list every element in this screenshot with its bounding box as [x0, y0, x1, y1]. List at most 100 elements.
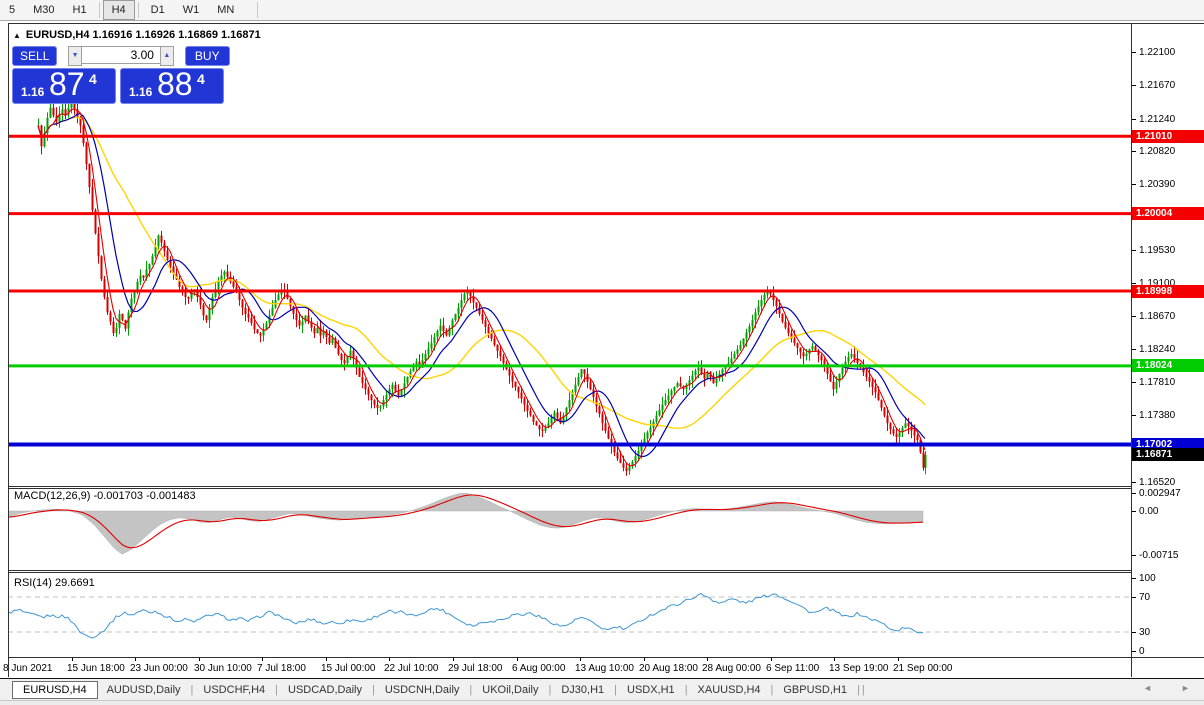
rsi-tick-dash	[1131, 578, 1136, 579]
time-tick-label: 28 Aug 00:00	[702, 663, 761, 674]
rsi-tick-label: 70	[1139, 592, 1151, 603]
sell-button[interactable]: SELL	[12, 46, 58, 66]
main-macd-separator	[8, 486, 1131, 487]
chart-tab-bar: EURUSD,H4 AUDUSD,Daily | USDCHF,H4 | USDCAD,D…	[0, 678, 1204, 701]
timeframe-button-w1[interactable]: W1	[182, 4, 200, 16]
one-click-panel-toggle-icon[interactable]: ▲	[13, 30, 21, 40]
price-tick-label: 1.18670	[1139, 311, 1176, 322]
level-price-label-1.18998: 1.18998	[1132, 285, 1204, 298]
time-tick-label: 6 Aug 00:00	[512, 663, 566, 674]
price-tick-label: 1.17380	[1139, 410, 1176, 421]
time-tick-label: 30 Jun 10:00	[194, 663, 252, 674]
sell-price-prefix: 1.16	[21, 85, 45, 99]
window-top-border	[8, 23, 1204, 24]
chart-title-text: EURUSD,H4 1.16916 1.16926 1.16869 1.1687…	[25, 29, 261, 41]
tab-separator: |	[548, 684, 552, 696]
macd-tick-dash	[1131, 493, 1136, 494]
level-price-label-1.17002: 1.17002	[1132, 438, 1204, 451]
chart-tab-xauusd[interactable]: XAUUSD,H4	[697, 684, 761, 696]
buy-price-sup: 4	[197, 71, 205, 87]
time-tick	[644, 658, 645, 661]
time-axis-line	[8, 657, 1204, 658]
chart-tab-usdcad[interactable]: USDCAD,Daily	[288, 684, 362, 696]
macd-signal-line	[8, 494, 924, 549]
price-tick-label: 1.19100	[1139, 278, 1176, 289]
time-tick-label: 22 Jul 10:00	[384, 663, 439, 674]
volume-increase-button[interactable]: ▲	[159, 46, 174, 66]
toolbar-separator	[257, 2, 259, 18]
time-tick	[199, 658, 200, 661]
macd-histogram-area	[8, 492, 924, 555]
time-tick-label: 23 Jun 00:00	[130, 663, 188, 674]
time-tick	[389, 658, 390, 661]
macd-indicator-label: MACD(12,26,9) -0.001703 -0.001483	[14, 490, 196, 502]
rsi-tick-label: 0	[1139, 646, 1145, 657]
price-axis-line	[1131, 24, 1132, 677]
timeframe-button-m30[interactable]: M30	[33, 4, 55, 16]
tab-scroll-right-icon[interactable]: ►	[1181, 683, 1190, 693]
time-tick	[453, 658, 454, 661]
price-tick-label: 1.18240	[1139, 344, 1176, 355]
price-tick-dash	[1131, 52, 1136, 53]
timeframe-button-d1[interactable]: D1	[150, 4, 165, 16]
time-tick	[135, 658, 136, 661]
buy-button[interactable]: BUY	[184, 46, 230, 66]
buy-price-prefix: 1.16	[129, 85, 153, 99]
window-left-border	[8, 24, 9, 677]
volume-decrease-button[interactable]: ▼	[68, 46, 82, 66]
volume-input[interactable]	[81, 46, 160, 64]
candle-bodies-down	[40, 103, 925, 471]
timeframe-button-5[interactable]: 5	[9, 4, 16, 16]
chart-tab-eurusd[interactable]: EURUSD,H4	[12, 681, 98, 699]
time-tick	[517, 658, 518, 661]
ma-fast-line	[37, 108, 926, 467]
chart-tab-usdx[interactable]: USDX,H1	[627, 684, 675, 696]
rsi-indicator-label: RSI(14) 29.6691	[14, 577, 95, 589]
time-tick-label: 20 Aug 18:00	[639, 663, 698, 674]
chart-background	[8, 24, 1131, 676]
timeframe-button-h1[interactable]: H1	[72, 4, 87, 16]
sell-price-box[interactable]: 1.16 87 4	[12, 66, 116, 104]
main-price-chart[interactable]	[8, 24, 1131, 486]
timeframe-button-h4[interactable]: H4	[102, 0, 135, 20]
rsi-tick-label: 100	[1139, 573, 1156, 584]
rsi-tick-label: 30	[1139, 627, 1151, 638]
price-tick-dash	[1131, 382, 1136, 383]
price-tick-label: 1.16520	[1139, 477, 1176, 488]
tab-scroll-left-icon[interactable]: ◄	[1143, 683, 1152, 693]
time-tick-label: 29 Jul 18:00	[448, 663, 503, 674]
price-tick-dash	[1131, 151, 1136, 152]
tab-separator: |	[856, 684, 860, 696]
time-tick	[834, 658, 835, 661]
chart-tab-ukoil[interactable]: UKOil,Daily	[482, 684, 539, 696]
chart-tab-audusd[interactable]: AUDUSD,Daily	[106, 684, 181, 696]
timeframe-button-mn[interactable]: MN	[217, 4, 235, 16]
time-tick-label: 8 Jun 2021	[3, 663, 53, 674]
rsi-panel[interactable]	[8, 572, 1131, 657]
time-tick-label: 15 Jun 18:00	[67, 663, 125, 674]
chart-tab-usdcnh[interactable]: USDCNH,Daily	[384, 684, 460, 696]
price-tick-label: 1.21670	[1139, 80, 1176, 91]
macd-tick-dash	[1131, 511, 1136, 512]
tab-separator: |	[190, 684, 194, 696]
price-tick-dash	[1131, 184, 1136, 185]
macd-panel[interactable]	[8, 487, 1131, 570]
chart-title: ▲ EURUSD,H4 1.16916 1.16926 1.16869 1.16…	[13, 29, 261, 41]
price-tick-label: 1.21240	[1139, 114, 1176, 125]
price-tick-dash	[1131, 482, 1136, 483]
chart-tab-usdchf[interactable]: USDCHF,H4	[203, 684, 266, 696]
price-tick-label: 1.20390	[1139, 179, 1176, 190]
toolbar-separator	[137, 2, 139, 18]
candle-wicks-down	[41, 101, 924, 476]
chart-tab-dj30[interactable]: DJ30,H1	[561, 684, 605, 696]
price-tick-label: 1.17810	[1139, 377, 1176, 388]
time-tick-label: 15 Jul 00:00	[321, 663, 376, 674]
level-price-label-1.18024: 1.18024	[1132, 359, 1204, 372]
time-tick	[262, 658, 263, 661]
buy-price-box[interactable]: 1.16 88 4	[120, 66, 224, 104]
macd-tick-dash	[1131, 555, 1136, 556]
macd-rsi-separator2	[8, 572, 1131, 573]
tab-separator: |	[371, 684, 375, 696]
price-tick-dash	[1131, 283, 1136, 284]
chart-tab-gbpusd[interactable]: GBPUSD,H1	[783, 684, 847, 696]
